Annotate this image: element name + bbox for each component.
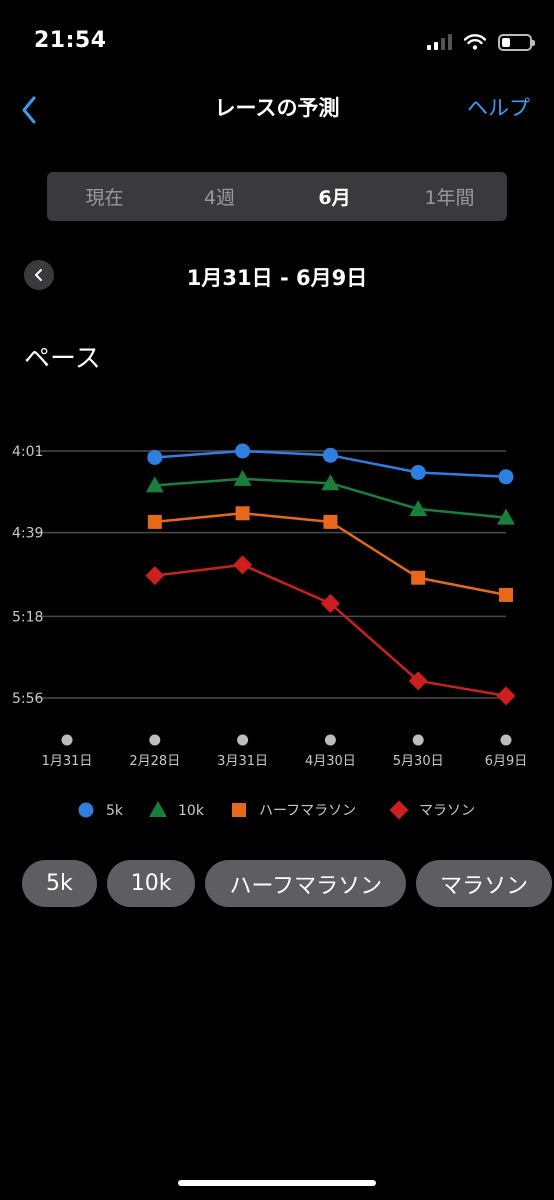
x-axis-dot [237,734,249,746]
legend-marker-2 [232,803,246,817]
previous-period-button[interactable] [24,260,54,290]
filter-chip-10k[interactable]: 10k [106,860,196,907]
chevron-left-icon [22,96,36,124]
data-point-0 [235,443,251,459]
x-tick-label: 3月31日 [217,754,268,769]
data-point-1 [145,476,164,493]
data-point-2 [411,570,426,585]
filter-chip-5k[interactable]: 5k [22,860,97,907]
tab-current[interactable]: 現在 [85,187,124,209]
pace-chart: 4:01 4:39 5:18 5:56 1月31日 2月28日 3月31日 4月30日 5月30… [12,443,528,820]
legend-label: 10k [178,803,205,819]
data-point-1 [233,469,252,486]
legend-label: 5k [106,803,124,819]
legend-marker-1 [149,801,167,817]
x-axis-dot [61,734,73,746]
back-button[interactable] [14,88,54,128]
data-point-0 [410,464,426,480]
data-point-2 [147,514,162,529]
data-point-3 [408,671,428,691]
x-tick-label: 5月30日 [393,754,444,769]
tab-1-year[interactable]: 1年間 [424,187,475,209]
filter-chip-marathon[interactable]: マラソン [416,860,553,907]
data-point-3 [145,566,165,586]
data-point-2 [499,587,513,602]
period-label: 1月31日 - 6月9日 [186,266,368,290]
help-link[interactable]: ヘルプ [467,96,530,120]
section-title: ペース [24,344,101,374]
status-icons [427,32,535,52]
race-filter-chips: 5k 10k ハーフマラソン マラソン [22,860,553,907]
wifi-icon [464,34,486,50]
x-axis-dot [324,734,336,746]
x-tick-label: 1月31日 [42,754,93,769]
x-tick-label: 4月30日 [305,754,356,769]
x-axis-dot [149,734,161,746]
navigation-bar: レースの予測 ヘルプ [0,82,554,132]
data-point-3 [320,593,340,613]
y-tick-label: 4:01 [12,444,43,460]
legend-label: ハーフマラソン [259,803,356,819]
chevron-left-icon [35,269,42,281]
data-point-0 [498,469,514,485]
cellular-signal-icon [427,34,452,50]
data-point-2 [323,514,338,529]
status-time: 21:54 [34,28,107,53]
page-title: レースの予測 [214,96,340,120]
tab-4-weeks[interactable]: 4週 [203,187,236,209]
legend-marker-3 [389,800,409,820]
data-point-3 [496,686,516,706]
legend-label: マラソン [419,803,475,819]
data-point-1 [409,499,428,516]
filter-chip-half-marathon[interactable]: ハーフマラソン [205,860,407,907]
status-bar: 21:54 [0,0,554,82]
data-point-3 [233,555,253,575]
tab-6-months[interactable]: 6月 [318,187,351,209]
period-segmented-control: 現在 4週 6月 1年間 [47,172,507,221]
x-axis-dot [412,734,424,746]
y-tick-label: 5:56 [12,691,44,707]
data-point-2 [235,506,250,521]
data-point-1 [497,508,515,525]
y-tick-label: 5:18 [12,609,43,625]
x-tick-label: 2月28日 [129,754,180,769]
x-axis-dot [500,734,512,746]
battery-icon [498,33,535,51]
data-point-1 [321,474,340,491]
x-tick-label: 6月9日 [485,754,528,769]
period-row: 1月31日 - 6月9日 [0,258,554,294]
legend-marker-0 [78,802,94,818]
data-point-0 [147,449,163,465]
home-indicator[interactable] [178,1180,376,1186]
y-tick-label: 4:39 [12,526,43,542]
data-point-0 [322,447,338,463]
